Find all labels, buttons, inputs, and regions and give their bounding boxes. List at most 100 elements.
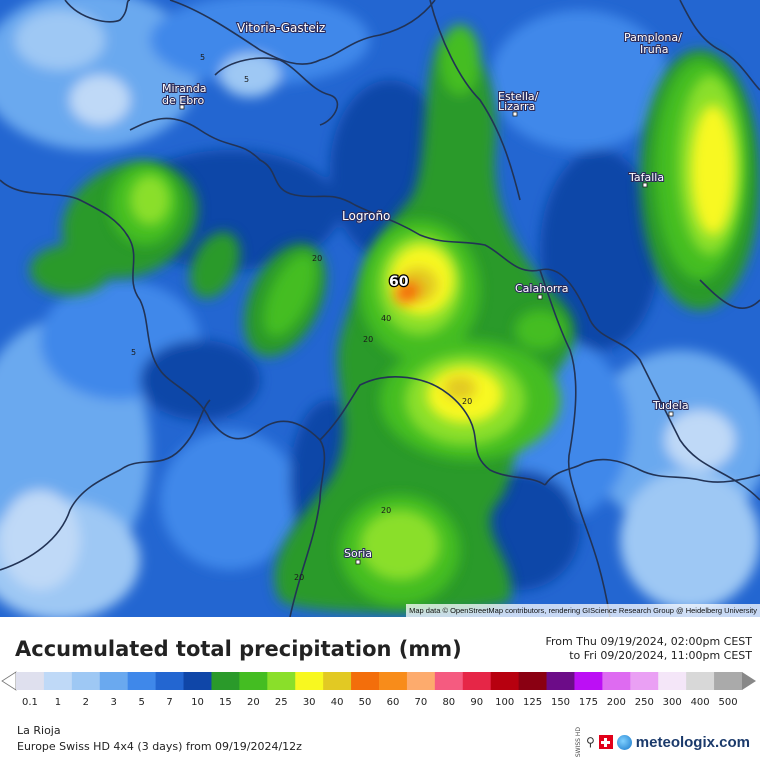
search-icon[interactable]: ⚲: [586, 735, 595, 750]
marker-tudela: [668, 411, 674, 417]
contour-label: 20: [312, 254, 322, 263]
swiss-flag-icon: [598, 735, 613, 750]
legend-swatch: [630, 672, 659, 690]
legend-tick-label: 400: [691, 697, 710, 708]
legend-tick-label: 70: [415, 697, 428, 708]
legend-tick-label: 60: [387, 697, 400, 708]
legend-tick-label: 250: [635, 697, 654, 708]
city-calahorra: Calahorra: [515, 282, 569, 295]
legend-swatch: [239, 672, 268, 690]
legend-swatch: [351, 672, 380, 690]
city-miranda-2: de Ebro: [162, 94, 204, 107]
legend-swatch: [574, 672, 603, 690]
precipitation-map[interactable]: Vitoria-Gasteiz Pamplona/ Iruña Miranda …: [0, 0, 760, 617]
legend-tick-label: 10: [191, 697, 204, 708]
contour-label: 5: [244, 75, 249, 84]
legend-swatch: [323, 672, 352, 690]
contour-label: 40: [381, 314, 391, 323]
legend-swatch: [686, 672, 715, 690]
legend-swatch: [155, 672, 185, 690]
legend-tick-label: 1: [55, 697, 61, 708]
time-period: From Thu 09/19/2024, 02:00pm CEST to Fri…: [545, 635, 752, 663]
legend-swatch: [434, 672, 464, 690]
marker-miranda: [179, 104, 185, 110]
legend-swatch: [211, 672, 240, 690]
legend-tick-label: 500: [718, 697, 737, 708]
city-estella-2: Lizarra: [498, 100, 535, 113]
marker-estella: [512, 111, 518, 117]
contour-label: 20: [381, 506, 391, 515]
legend-swatch: [546, 672, 575, 690]
legend-tick-label: 150: [551, 697, 570, 708]
legend-swatch: [127, 672, 157, 690]
legend-tick-label: 125: [523, 697, 542, 708]
city-pamplona-2: Iruña: [640, 43, 668, 56]
legend-tick-label: 30: [303, 697, 316, 708]
swiss-hd-text: SWISS HD: [575, 727, 582, 758]
legend-swatch: [71, 672, 101, 690]
legend-tick-label: 25: [275, 697, 288, 708]
legend-tick-label: 100: [495, 697, 514, 708]
legend-tick-label: 175: [579, 697, 598, 708]
legend-swatch: [267, 672, 296, 690]
period-from: From Thu 09/19/2024, 02:00pm CEST: [545, 635, 752, 648]
legend-tick-label: 50: [359, 697, 372, 708]
legend-arrow-left: [1, 671, 17, 691]
precip-peak: [394, 267, 476, 400]
legend-arrow-right: [742, 672, 756, 690]
legend-swatch: [43, 672, 73, 690]
city-soria: Soria: [344, 547, 372, 560]
city-miranda-1: Miranda: [162, 82, 207, 95]
legend-swatch: [462, 672, 492, 690]
city-logrono: Logroño: [342, 209, 390, 223]
marker-tafalla: [642, 182, 648, 188]
chart-title: Accumulated total precipitation (mm): [15, 637, 462, 661]
legend-tick-label: 0.1: [22, 697, 38, 708]
legend-tick-label: 5: [138, 697, 144, 708]
legend-swatches: [1, 671, 756, 691]
legend-swatch: [490, 672, 520, 690]
period-to: to Fri 09/20/2024, 11:00pm CEST: [569, 649, 752, 662]
legend-tick-label: 2: [83, 697, 89, 708]
legend-swatch: [16, 672, 45, 690]
legend-swatch: [714, 672, 743, 690]
brand-name: meteologix.com: [635, 733, 750, 751]
legend-tick-label: 40: [331, 697, 344, 708]
legend-labels: 0.1 1 2 3 5 7 10 15 20 25 30 40 50 60 70 80 90 100 125 150 1…: [22, 697, 738, 708]
contour-label: 20: [294, 573, 304, 582]
legend-swatch: [406, 672, 436, 690]
region-borders: [0, 0, 760, 617]
city-tafalla: Tafalla: [628, 171, 664, 184]
info-panel: Accumulated total precipitation (mm) Fro…: [0, 617, 760, 760]
globe-icon: [616, 734, 632, 750]
legend-swatch: [295, 672, 324, 690]
city-markers: [179, 104, 674, 565]
legend-swatch: [99, 672, 129, 690]
contour-label: 5: [131, 348, 136, 357]
brand-logo[interactable]: SWISS HD ⚲ meteologix.com: [575, 727, 750, 757]
legend-swatch: [518, 672, 548, 690]
contour-label: 20: [462, 397, 472, 406]
legend-tick-label: 20: [247, 697, 260, 708]
legend-swatch: [658, 672, 687, 690]
legend-tick-label: 90: [470, 697, 483, 708]
legend-tick-label: 7: [166, 697, 172, 708]
legend-tick-label: 3: [111, 697, 117, 708]
location-label: La Rioja: [17, 724, 61, 737]
legend-tick-label: 200: [607, 697, 626, 708]
legend-tick-label: 80: [442, 697, 455, 708]
color-legend: 0.1 1 2 3 5 7 10 15 20 25 30 40 50 60 70 80 90 100 125 150 1…: [1, 671, 756, 708]
contour-label: 5: [200, 53, 205, 62]
max-value-label: 60: [389, 274, 409, 290]
map-attribution[interactable]: Map data © OpenStreetMap contributors, r…: [406, 604, 760, 617]
city-vitoria: Vitoria-Gasteiz: [237, 21, 325, 35]
city-pamplona-1: Pamplona/: [624, 31, 682, 44]
legend-swatch: [183, 672, 212, 690]
marker-calahorra: [537, 294, 543, 300]
legend-tick-label: 300: [663, 697, 682, 708]
model-label: Europe Swiss HD 4x4 (3 days) from 09/19/…: [17, 740, 302, 753]
city-estella-1: Estella/: [498, 90, 539, 103]
city-tudela: Tudela: [652, 399, 689, 412]
contour-label: 20: [363, 335, 373, 344]
